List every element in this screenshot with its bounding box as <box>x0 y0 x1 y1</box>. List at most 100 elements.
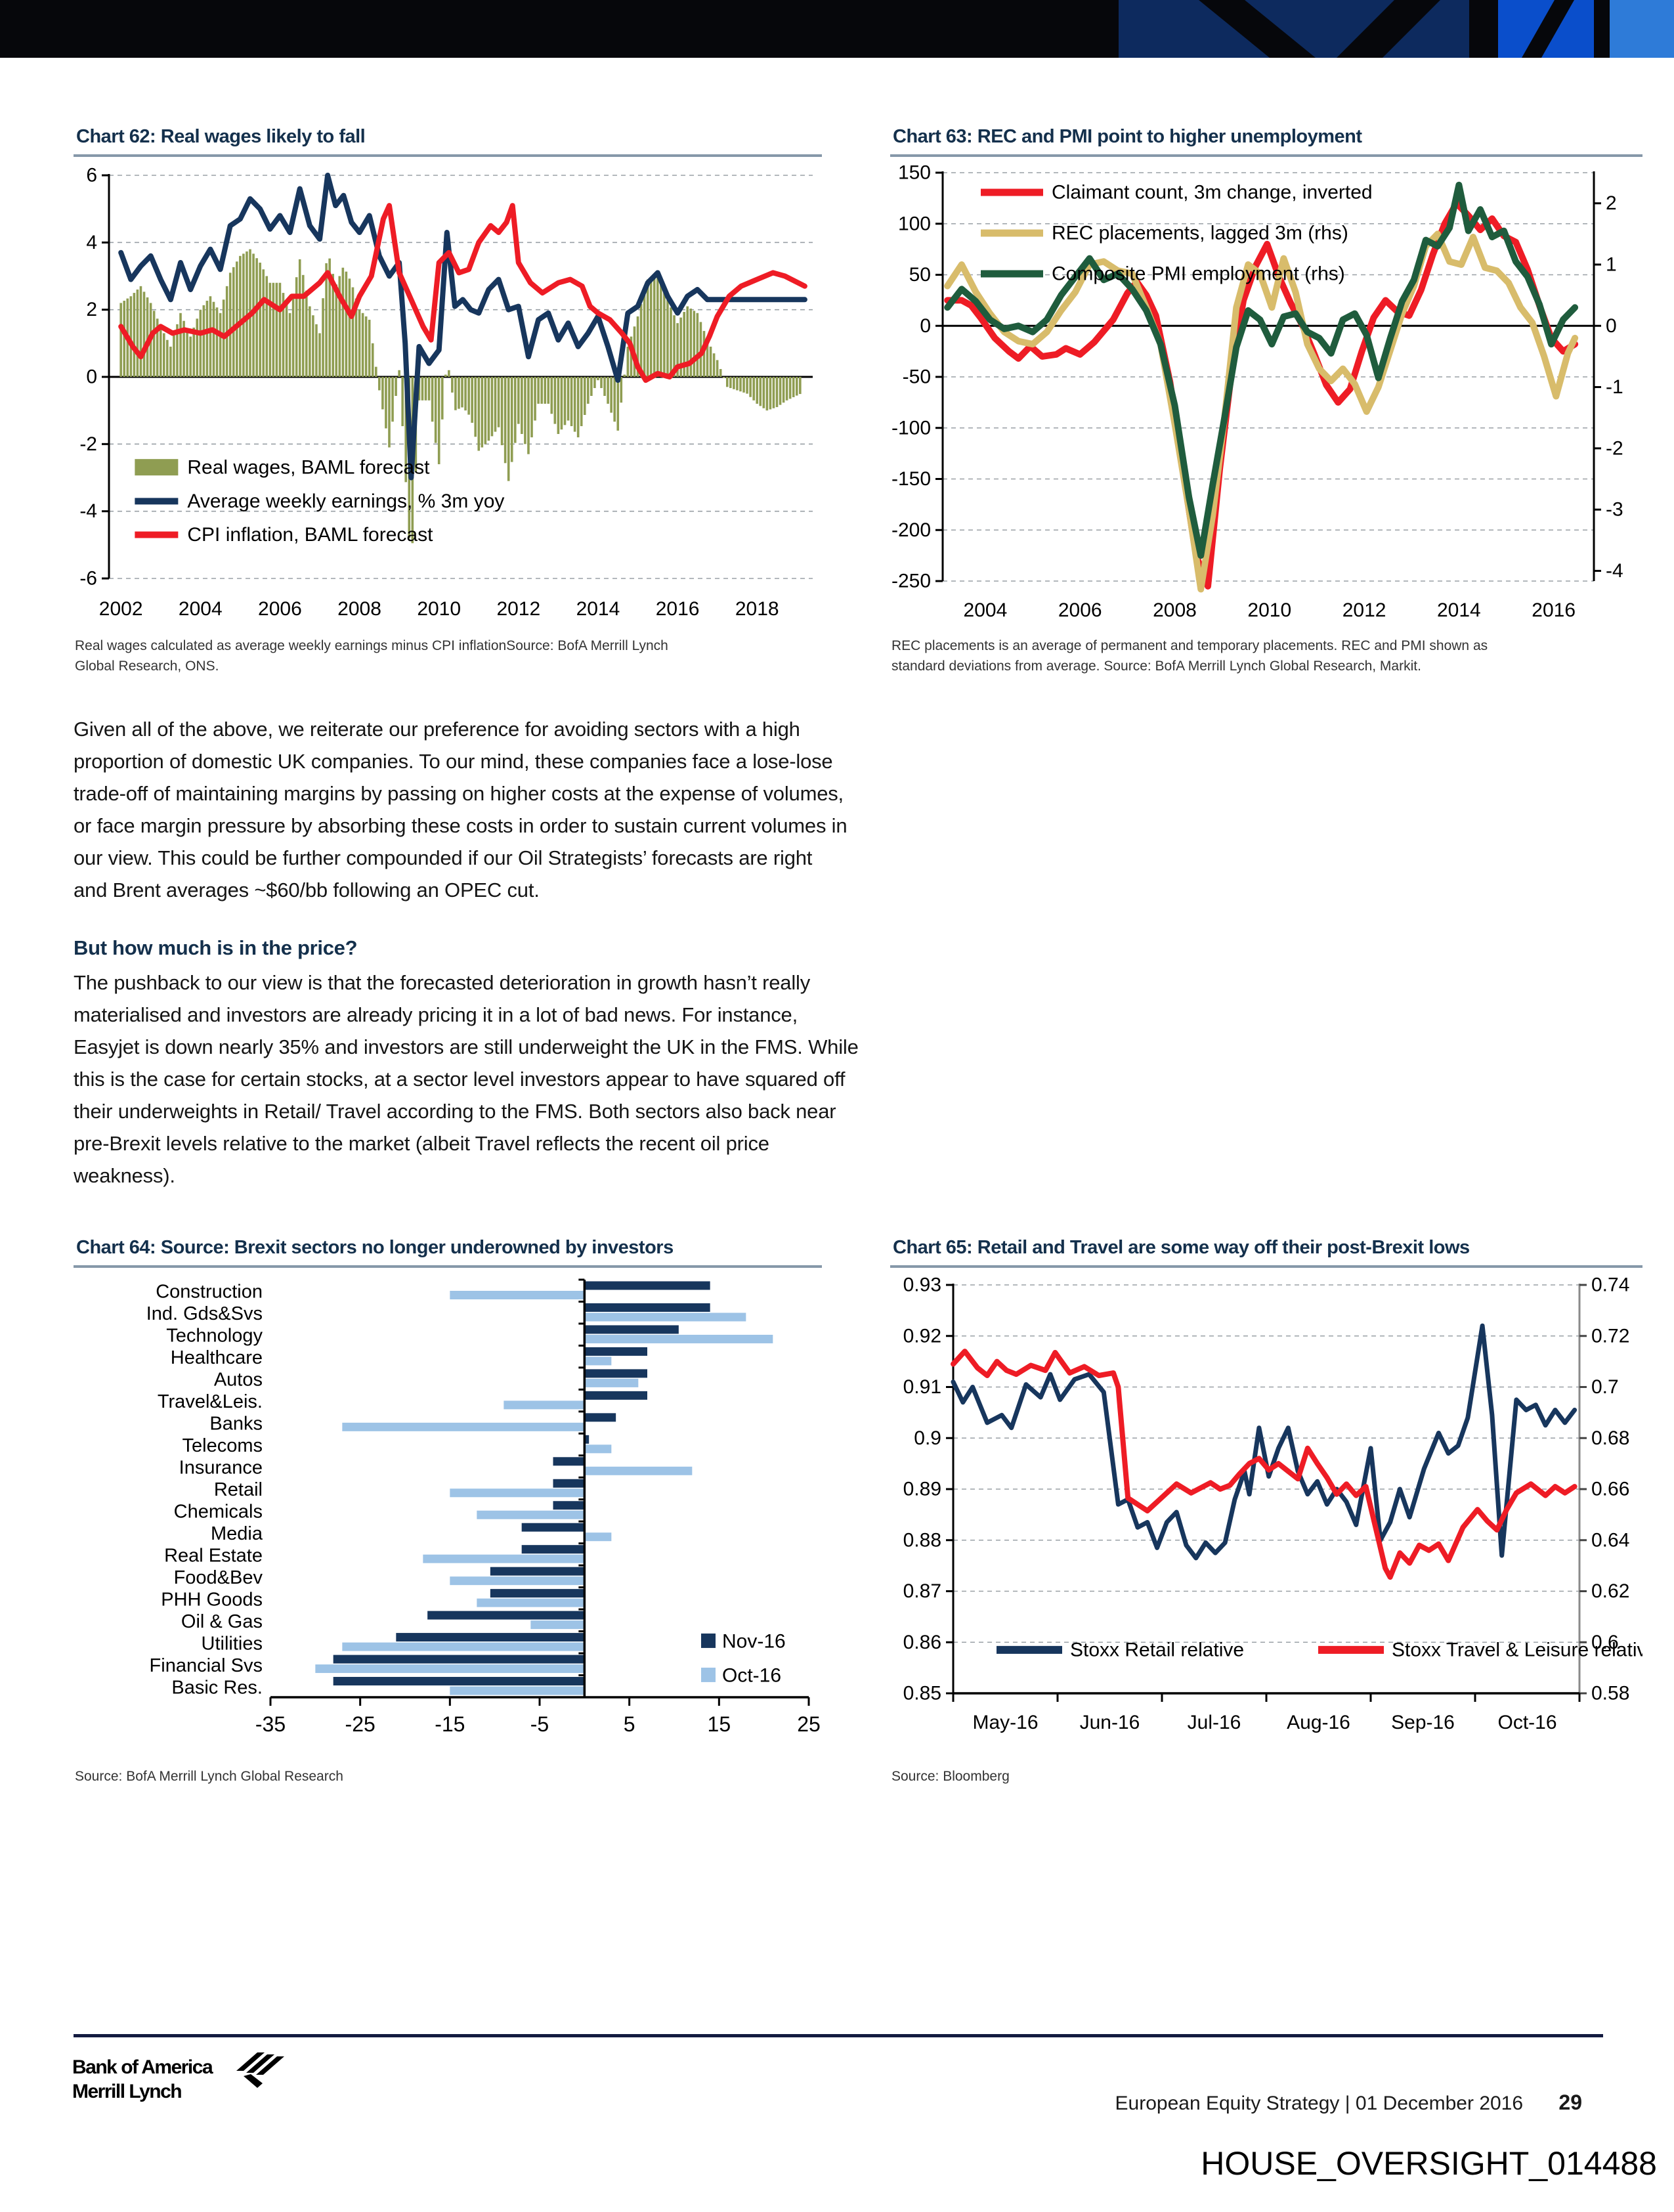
svg-text:Utilities: Utilities <box>202 1633 263 1654</box>
footer-meta: European Equity Strategy | 01 December 2… <box>912 2091 1582 2115</box>
svg-text:0: 0 <box>86 366 97 388</box>
svg-text:2002: 2002 <box>99 598 143 620</box>
svg-text:Travel&Leis.: Travel&Leis. <box>158 1391 263 1412</box>
svg-text:0.88: 0.88 <box>903 1529 941 1551</box>
svg-text:Chemicals: Chemicals <box>174 1501 263 1522</box>
svg-text:2008: 2008 <box>1153 599 1197 621</box>
doc-title: European Equity Strategy | 01 December 2… <box>1115 2093 1524 2114</box>
svg-text:Insurance: Insurance <box>179 1458 263 1479</box>
svg-text:Ind. Gds&Svs: Ind. Gds&Svs <box>146 1303 263 1324</box>
page-number: 29 <box>1558 2091 1582 2114</box>
svg-text:5: 5 <box>624 1712 635 1736</box>
svg-text:2006: 2006 <box>258 598 302 620</box>
svg-text:Autos: Autos <box>214 1370 263 1391</box>
svg-text:Oil & Gas: Oil & Gas <box>181 1611 263 1632</box>
svg-text:150: 150 <box>898 163 931 184</box>
svg-text:0.91: 0.91 <box>903 1376 941 1398</box>
svg-text:2018: 2018 <box>735 598 779 620</box>
svg-text:0.85: 0.85 <box>903 1683 941 1704</box>
svg-text:-5: -5 <box>530 1712 549 1736</box>
svg-text:Average weekly earnings, % 3m: Average weekly earnings, % 3m yoy <box>187 490 504 512</box>
svg-text:2014: 2014 <box>1437 599 1481 621</box>
paragraph-2: The pushback to our view is that the for… <box>74 971 859 1187</box>
svg-text:0.62: 0.62 <box>1591 1580 1629 1602</box>
svg-text:Jul-16: Jul-16 <box>1188 1712 1241 1733</box>
svg-text:2010: 2010 <box>417 598 461 620</box>
chart-62-canvas: 6 4 2 0 -2 -4 -6 2002 2004 2006 2008 2010 2012 2014 20… <box>74 163 822 634</box>
svg-text:-25: -25 <box>345 1712 376 1736</box>
chart-65-title: Chart 65: Retail and Travel are some way… <box>890 1237 1642 1268</box>
oversight-watermark: HOUSE_OVERSIGHT_014488 <box>1201 2145 1657 2182</box>
svg-text:100: 100 <box>898 213 931 234</box>
svg-text:-150: -150 <box>891 468 931 490</box>
svg-text:2008: 2008 <box>337 598 381 620</box>
chart-63-source: REC placements is an average of permanen… <box>891 638 1488 674</box>
svg-text:2016: 2016 <box>1532 599 1576 621</box>
svg-text:2006: 2006 <box>1058 599 1102 621</box>
svg-text:Aug-16: Aug-16 <box>1287 1712 1350 1733</box>
svg-text:0.72: 0.72 <box>1591 1325 1629 1347</box>
svg-text:-4: -4 <box>79 500 97 522</box>
svg-text:-6: -6 <box>79 568 97 590</box>
brand-chevrons-graphic <box>0 0 1674 58</box>
svg-text:-15: -15 <box>435 1712 465 1736</box>
svg-text:4: 4 <box>86 232 97 253</box>
svg-text:-50: -50 <box>903 366 931 388</box>
chart-63-canvas: 150 100 50 0 -50 -100 -150 -200 -250 2 1 0 -1 -2 -3 -4 2… <box>890 162 1642 634</box>
svg-text:2: 2 <box>86 299 97 320</box>
svg-text:Real wages, BAML forecast: Real wages, BAML forecast <box>187 457 430 479</box>
svg-text:0.92: 0.92 <box>903 1325 941 1347</box>
svg-text:0.64: 0.64 <box>1591 1529 1629 1551</box>
svg-text:Real Estate: Real Estate <box>164 1545 263 1566</box>
svg-text:-2: -2 <box>1606 437 1623 459</box>
svg-text:-250: -250 <box>891 571 931 592</box>
svg-text:-2: -2 <box>79 433 97 455</box>
chart-62-title: Chart 62: Real wages likely to fall <box>74 126 822 157</box>
svg-text:25: 25 <box>797 1712 821 1736</box>
svg-text:2004: 2004 <box>179 598 223 620</box>
svg-text:Jun-16: Jun-16 <box>1080 1712 1140 1733</box>
svg-text:Claimant count, 3m change, inv: Claimant count, 3m change, inverted <box>1052 182 1373 204</box>
svg-text:2010: 2010 <box>1247 599 1291 621</box>
brand-logo: Bank of America Merrill Lynch <box>72 2052 309 2104</box>
svg-text:Construction: Construction <box>156 1282 263 1303</box>
svg-text:2014: 2014 <box>576 598 620 620</box>
svg-text:CPI inflation, BAML forecast: CPI inflation, BAML forecast <box>187 524 433 546</box>
svg-text:REC placements, lagged 3m (rhs: REC placements, lagged 3m (rhs) <box>1052 223 1348 244</box>
chart-65-plot: 0.93 0.92 0.91 0.9 0.89 0.88 0.87 0.86 0.85 0.74 0… <box>903 1274 1658 1734</box>
svg-text:1: 1 <box>1606 253 1617 275</box>
svg-text:Retail: Retail <box>214 1479 263 1500</box>
svg-text:0.9: 0.9 <box>914 1427 941 1449</box>
chart-65-canvas: 0.93 0.92 0.91 0.9 0.89 0.88 0.87 0.86 0.85 0.74 0… <box>890 1274 1658 1765</box>
svg-text:15: 15 <box>708 1712 731 1736</box>
svg-text:Financial Svs: Financial Svs <box>150 1655 263 1676</box>
svg-text:PHH Goods: PHH Goods <box>161 1589 263 1610</box>
svg-text:2016: 2016 <box>656 598 700 620</box>
svg-text:Sep-16: Sep-16 <box>1391 1712 1455 1733</box>
chart-62-source: Real wages calculated as average weekly … <box>75 638 668 674</box>
svg-text:0.66: 0.66 <box>1591 1479 1629 1500</box>
svg-text:0: 0 <box>1606 315 1617 337</box>
svg-text:Media: Media <box>211 1523 263 1544</box>
svg-text:0.89: 0.89 <box>903 1479 941 1500</box>
svg-text:Basic Res.: Basic Res. <box>171 1677 263 1698</box>
brand-line1: Bank of America <box>72 2056 213 2078</box>
svg-text:-3: -3 <box>1606 499 1623 521</box>
flag-icon <box>236 2052 284 2088</box>
chart-64: Chart 64: Source: Brexit sectors no long… <box>74 1237 822 1787</box>
chart-63-plot: 150 100 50 0 -50 -100 -150 -200 -250 2 1 0 -1 -2 -3 -4 2… <box>891 162 1623 622</box>
svg-text:-4: -4 <box>1606 560 1623 582</box>
svg-text:0.6: 0.6 <box>1591 1632 1619 1653</box>
svg-text:Oct-16: Oct-16 <box>722 1664 781 1686</box>
chart-65-source: Source: Bloomberg <box>891 1769 1010 1784</box>
svg-text:0.87: 0.87 <box>903 1580 941 1602</box>
body-text: Given all of the above, we reiterate our… <box>74 713 1052 1192</box>
svg-text:2004: 2004 <box>964 599 1008 621</box>
svg-text:Composite PMI employment (rhs): Composite PMI employment (rhs) <box>1052 263 1345 285</box>
svg-text:50: 50 <box>909 264 931 286</box>
footer-divider <box>74 2034 1603 2037</box>
chart-65: Chart 65: Retail and Travel are some way… <box>890 1237 1658 1787</box>
